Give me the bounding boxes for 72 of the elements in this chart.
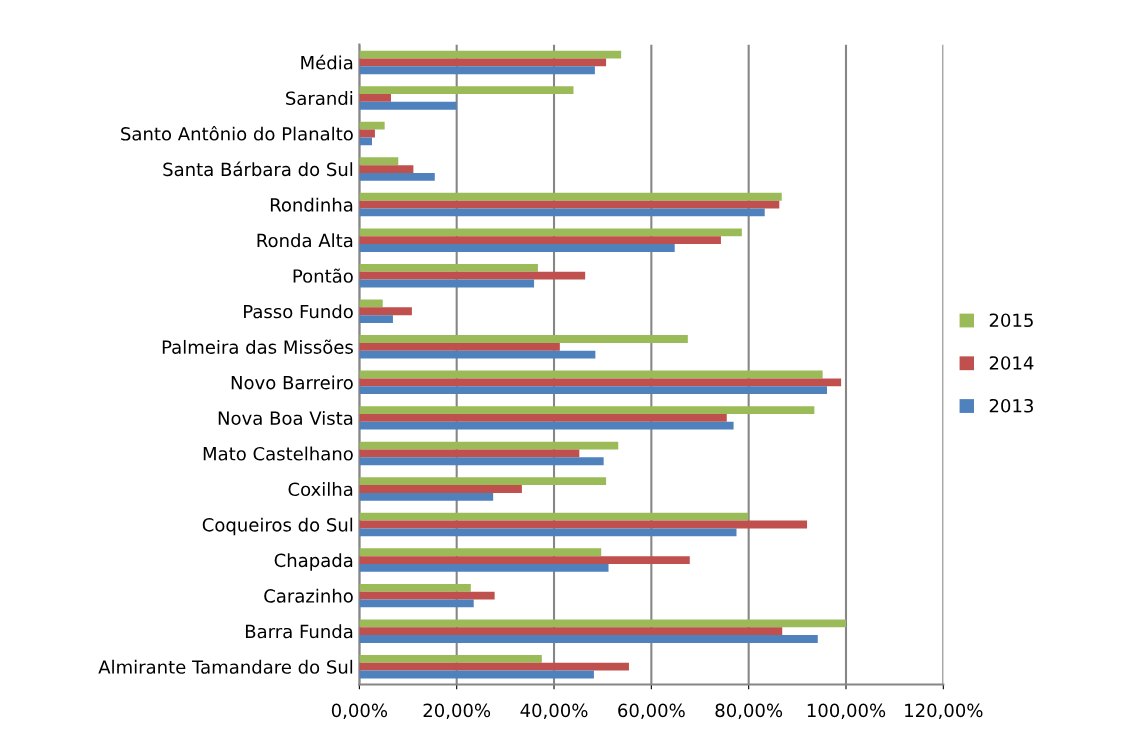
bar — [359, 627, 783, 636]
x-tick-label: 20,00% — [423, 703, 491, 720]
x-tick-label: 40,00% — [520, 703, 588, 720]
bar — [359, 556, 690, 564]
bar — [359, 307, 412, 316]
bar — [359, 94, 391, 102]
bar — [359, 228, 742, 237]
x-tick-label: 0,00% — [331, 703, 388, 720]
bar — [359, 591, 495, 600]
bar — [359, 271, 586, 280]
bar — [359, 492, 494, 501]
bar — [359, 66, 595, 75]
bar — [359, 563, 609, 572]
bar — [359, 350, 596, 359]
bar — [359, 457, 604, 466]
bar — [359, 528, 737, 537]
y-tick-label: Barra Funda — [245, 624, 353, 639]
y-tick-label: Ronda Alta — [257, 233, 353, 248]
y-tick-label: Novo Barreiro — [231, 375, 353, 390]
y-tick-label: Carazinho — [264, 588, 353, 603]
bar — [359, 244, 675, 252]
y-tick-label: Média — [301, 54, 353, 70]
bar — [359, 335, 688, 343]
y-tick-label: Sarandi — [286, 91, 353, 106]
y-tick-label: Palmeira das Missões — [162, 339, 353, 354]
bar — [359, 421, 734, 430]
y-tick-label: Coqueiros do Sul — [202, 517, 353, 536]
bar — [359, 654, 542, 663]
bar — [359, 342, 560, 351]
x-tick-label: 120,00% — [905, 703, 983, 720]
bar — [359, 485, 522, 493]
y-tick-label: Coxilha — [288, 482, 353, 497]
bar — [359, 619, 846, 628]
bar — [359, 192, 782, 201]
bar — [359, 263, 538, 272]
bar — [359, 413, 727, 422]
bar — [359, 583, 471, 592]
bar — [359, 137, 373, 146]
bar — [359, 662, 629, 671]
legend-label: 2014 — [989, 356, 1034, 370]
y-tick-label: Santo Antônio do Planalto — [121, 125, 353, 141]
y-tick-label: Nova Boa Vista — [218, 411, 353, 425]
bar — [359, 406, 815, 414]
bar — [359, 512, 749, 521]
bar — [359, 548, 602, 557]
y-tick-label: Mato Castelhano — [203, 446, 353, 461]
y-tick-label: Chapada — [274, 553, 353, 571]
legend-label: 2015 — [989, 313, 1033, 328]
bar — [359, 386, 828, 395]
y-tick-label: Passo Fundo — [244, 304, 353, 319]
bar — [359, 200, 780, 209]
y-tick-label: Almirante Tamandare do Sul — [98, 659, 353, 674]
bar — [359, 441, 619, 450]
bar — [359, 157, 399, 166]
y-tick-label: Santa Bárbara do Sul — [163, 161, 353, 177]
y-tick-label: Pontão — [293, 268, 353, 283]
bar — [359, 315, 393, 323]
x-tick-label: 100,00% — [807, 703, 886, 720]
bar — [359, 101, 457, 110]
bar — [359, 50, 622, 59]
bar — [359, 378, 842, 387]
bar — [359, 86, 574, 95]
x-tick-label: 80,00% — [715, 703, 783, 720]
bar — [359, 121, 385, 130]
bar — [359, 477, 607, 486]
legend-label: 2013 — [989, 398, 1033, 413]
x-tick-label: 60,00% — [618, 703, 685, 720]
y-tick-label: Rondinha — [270, 197, 353, 212]
bar — [359, 236, 721, 245]
bar — [359, 635, 818, 643]
bar — [359, 165, 414, 173]
bar — [359, 172, 435, 181]
